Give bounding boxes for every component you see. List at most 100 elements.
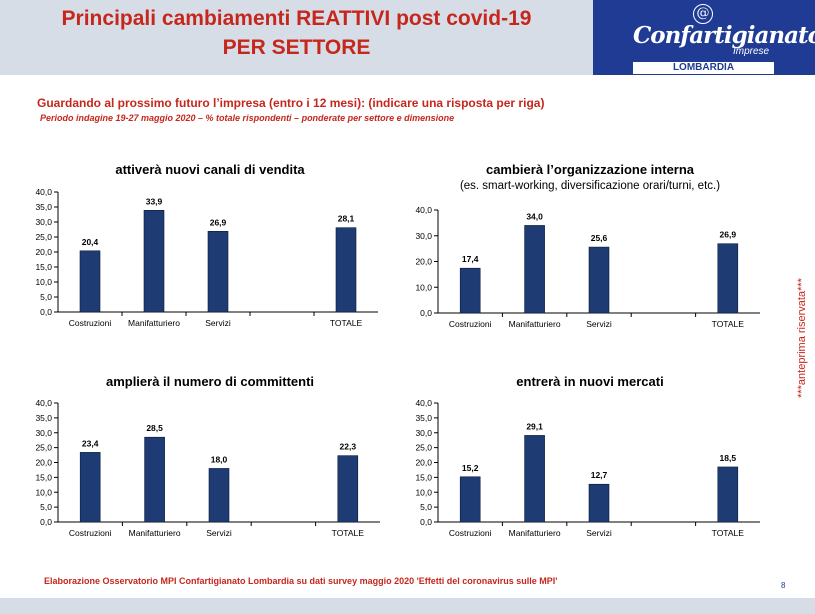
y-tick-label: 5,0 — [420, 502, 432, 512]
bar — [144, 436, 165, 523]
data-label: 28,5 — [146, 423, 163, 433]
y-tick-label: 0,0 — [40, 517, 52, 527]
y-tick-label: 30,0 — [35, 217, 52, 227]
y-tick-label: 40,0 — [415, 205, 432, 215]
survey-period: Periodo indagine 19-27 maggio 2020 – % t… — [40, 113, 455, 123]
bar — [143, 209, 165, 313]
y-tick-label: 35,0 — [35, 202, 52, 212]
data-label: 28,1 — [338, 214, 355, 224]
x-tick-label: Costruzioni — [69, 528, 112, 538]
data-label: 33,9 — [146, 196, 163, 206]
y-tick-label: 0,0 — [40, 307, 52, 317]
bar — [717, 466, 739, 523]
x-tick-label: Manifatturiero — [509, 319, 561, 329]
y-tick-label: 5,0 — [40, 292, 52, 302]
footer-source: Elaborazione Osservatorio MPI Confartigi… — [44, 576, 558, 586]
data-label: 26,9 — [720, 230, 737, 240]
chart-4-title: entrerà in nuovi mercati — [516, 374, 664, 389]
y-tick-label: 30,0 — [415, 231, 432, 241]
side-note: ***anteprima riservata*** — [792, 268, 812, 408]
x-tick-label: Manifatturiero — [509, 528, 561, 538]
y-tick-label: 5,0 — [40, 502, 52, 512]
page-title: Principali cambiamenti REATTIVI post cov… — [0, 4, 593, 62]
footer-band — [0, 598, 815, 614]
data-label: 29,1 — [526, 421, 543, 431]
y-tick-label: 0,0 — [420, 517, 432, 527]
page-number: 8 — [781, 581, 786, 590]
y-tick-label: 40,0 — [35, 187, 52, 197]
data-label: 18,0 — [211, 454, 228, 464]
bar — [335, 227, 357, 313]
y-tick-label: 40,0 — [35, 398, 52, 408]
bar — [79, 250, 101, 313]
data-label: 18,5 — [720, 453, 737, 463]
y-tick-label: 10,0 — [415, 487, 432, 497]
logo-subtitle: Imprese — [733, 46, 770, 57]
x-tick-label: Costruzioni — [449, 319, 492, 329]
y-tick-label: 35,0 — [35, 413, 52, 423]
bar — [524, 225, 545, 314]
y-tick-label: 15,0 — [35, 262, 52, 272]
data-label: 26,9 — [210, 217, 227, 227]
bar — [208, 468, 230, 523]
chart-1-title: attiverà nuovi canali di vendita — [115, 162, 305, 177]
at-sign-icon: @ — [693, 4, 713, 24]
data-label: 25,6 — [591, 233, 608, 243]
x-tick-label: Manifatturiero — [129, 528, 181, 538]
survey-question: Guardando al prossimo futuro l’impresa (… — [37, 96, 545, 110]
y-tick-label: 20,0 — [415, 257, 432, 267]
chart-3-plot: 0,0 5,0 10,0 15,0 20,0 25,0 30,0 35,0 40,0 Costru… — [35, 398, 380, 538]
y-tick-label: 0,0 — [420, 308, 432, 318]
chart-3-title: amplierà il numero di committenti — [105, 374, 315, 389]
x-tick-label: TOTALE — [330, 318, 363, 328]
y-tick-label: 20,0 — [35, 247, 52, 257]
y-tick-label: 15,0 — [35, 472, 52, 482]
x-tick-label: TOTALE — [712, 528, 745, 538]
x-tick-label: Servizi — [586, 319, 612, 329]
x-tick-label: Costruzioni — [69, 318, 112, 328]
side-note-text: ***anteprima riservata*** — [796, 278, 808, 398]
confartigianato-logo: @ Confartigianato Imprese LOMBARDIA — [593, 0, 815, 75]
chart-2-plot: 0,0 10,0 20,0 30,0 40,0 Costruzioni 17,4 Manifa… — [415, 205, 760, 329]
y-tick-label: 10,0 — [35, 487, 52, 497]
y-tick-label: 10,0 — [35, 277, 52, 287]
y-tick-label: 30,0 — [415, 428, 432, 438]
y-tick-label: 25,0 — [35, 443, 52, 453]
bar — [459, 476, 481, 523]
data-label: 15,2 — [462, 463, 479, 473]
bar — [588, 483, 610, 523]
bar — [524, 435, 545, 523]
data-label: 12,7 — [591, 470, 608, 480]
chart-2-subtitle: (es. smart-working, diversificazione ora… — [459, 180, 721, 192]
y-tick-label: 20,0 — [415, 458, 432, 468]
y-tick-label: 35,0 — [415, 413, 432, 423]
data-label: 23,4 — [82, 438, 99, 448]
bar — [337, 455, 359, 523]
x-tick-label: Manifatturiero — [128, 318, 180, 328]
data-label: 17,4 — [462, 254, 479, 264]
y-tick-label: 25,0 — [415, 443, 432, 453]
data-label: 34,0 — [526, 211, 543, 221]
page-title-line-2: PER SETTORE — [222, 36, 371, 59]
bar — [79, 452, 101, 523]
data-label: 22,3 — [340, 442, 357, 452]
x-tick-label: TOTALE — [332, 528, 365, 538]
y-tick-label: 10,0 — [415, 282, 432, 292]
x-tick-label: Servizi — [205, 318, 231, 328]
chart-2-title: cambierà l’organizzazione interna — [485, 162, 695, 177]
x-tick-label: TOTALE — [712, 319, 745, 329]
bar — [207, 230, 229, 313]
y-tick-label: 20,0 — [35, 458, 52, 468]
x-tick-label: Servizi — [206, 528, 232, 538]
y-tick-label: 15,0 — [415, 472, 432, 482]
data-label: 20,4 — [82, 237, 99, 247]
page-title-line-1: Principali cambiamenti REATTIVI post cov… — [61, 7, 532, 30]
chart-1-plot: 0,0 5,0 10,0 15,0 20,0 25,0 30,0 35,0 40,0 Costru… — [35, 187, 378, 328]
y-tick-label: 40,0 — [415, 398, 432, 408]
chart-4-plot: 0,0 5,0 10,0 15,0 20,0 25,0 30,0 35,0 40,0 Costru… — [415, 398, 760, 538]
bar — [588, 246, 610, 314]
bar — [717, 243, 739, 314]
y-tick-label: 25,0 — [35, 232, 52, 242]
y-tick-label: 30,0 — [35, 428, 52, 438]
x-tick-label: Servizi — [586, 528, 612, 538]
